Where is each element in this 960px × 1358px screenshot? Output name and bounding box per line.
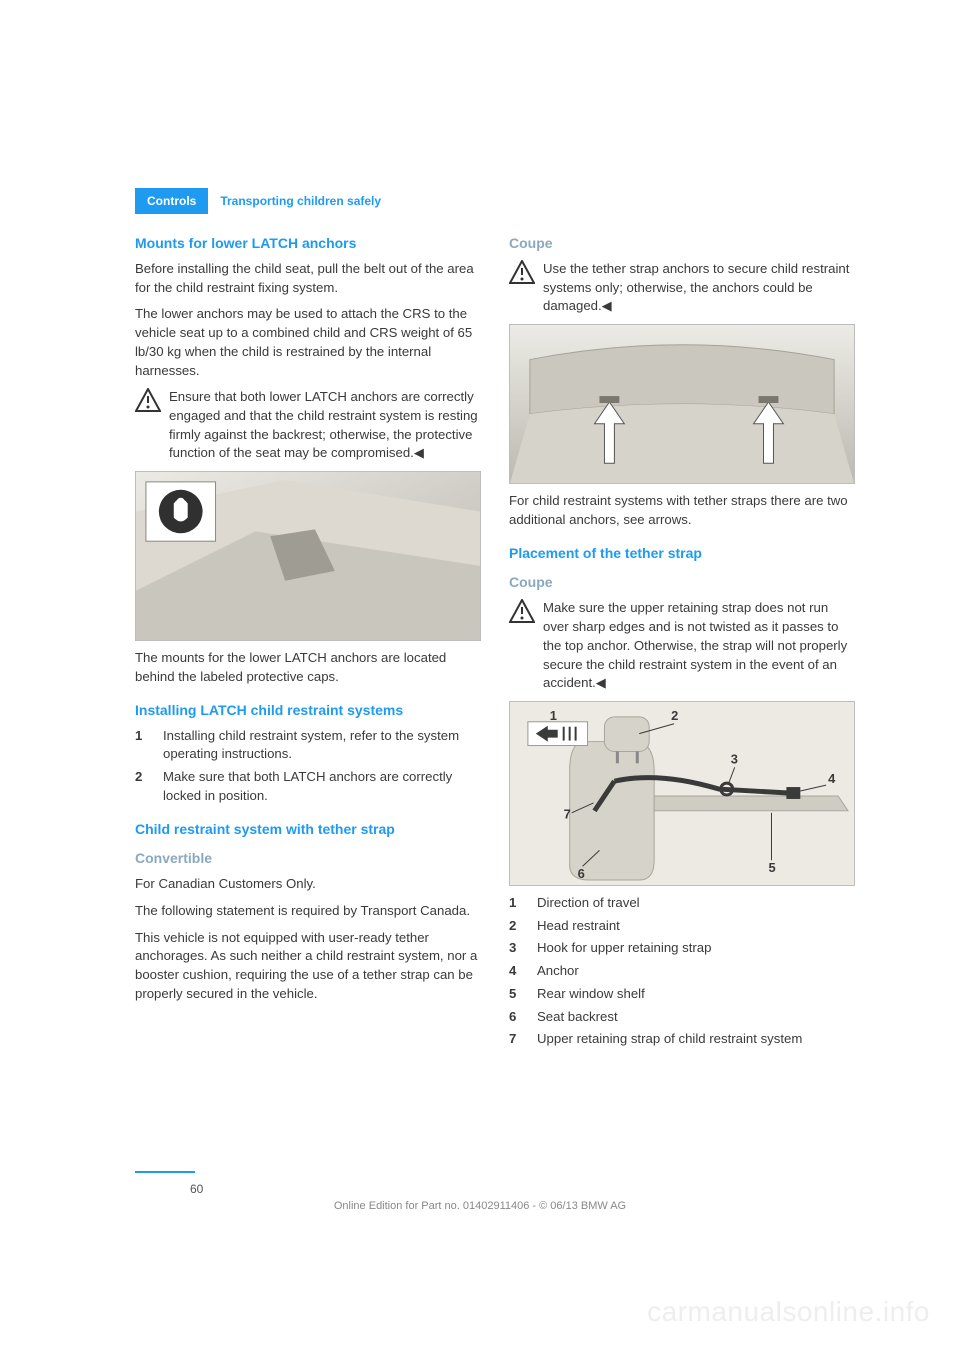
right-column: Coupe Use the tether strap anchors to se…: [509, 234, 855, 1053]
legend-text: Upper retaining strap of child restraint…: [537, 1030, 855, 1049]
legend-num: 6: [509, 1008, 523, 1027]
legend-text: Seat backrest: [537, 1008, 855, 1027]
legend-item: 3 Hook for upper retaining strap: [509, 939, 855, 958]
legend-text: Head restraint: [537, 917, 855, 936]
left-column: Mounts for lower LATCH anchors Before in…: [135, 234, 481, 1053]
legend-item: 4 Anchor: [509, 962, 855, 981]
svg-text:2: 2: [671, 708, 678, 723]
legend-text: Direction of travel: [537, 894, 855, 913]
page: Controls Transporting children safely Mo…: [0, 0, 960, 1358]
list-text: Installing child restraint system, refer…: [163, 727, 481, 764]
figure-tether-diagram: 1 2 3 4 5 6 7: [509, 701, 855, 886]
svg-text:7: 7: [564, 807, 571, 822]
legend-item: 2 Head restraint: [509, 917, 855, 936]
para: Before installing the child seat, pull t…: [135, 260, 481, 297]
warning-block: Make sure the upper retaining strap does…: [509, 599, 855, 693]
para: This vehicle is not equipped with user-r…: [135, 929, 481, 1004]
legend-num: 3: [509, 939, 523, 958]
watermark: carmanualsonline.info: [647, 1296, 930, 1328]
figure-coupe-anchors: [509, 324, 855, 484]
header-bar: Controls Transporting children safely: [135, 188, 393, 214]
warning-text: Use the tether strap anchors to secure c…: [543, 260, 855, 316]
para: The lower anchors may be used to attach …: [135, 305, 481, 380]
list-num: 2: [135, 768, 149, 805]
legend-text: Hook for upper retaining strap: [537, 939, 855, 958]
legend-num: 1: [509, 894, 523, 913]
content-columns: Mounts for lower LATCH anchors Before in…: [135, 234, 855, 1053]
para: For child restraint systems with tether …: [509, 492, 855, 529]
legend-item: 6 Seat backrest: [509, 1008, 855, 1027]
subheading-coupe: Coupe: [509, 234, 855, 254]
legend-text: Rear window shelf: [537, 985, 855, 1004]
header-breadcrumb: Transporting children safely: [208, 188, 393, 214]
legend-num: 7: [509, 1030, 523, 1049]
legend-item: 1 Direction of travel: [509, 894, 855, 913]
page-rule: [135, 1171, 195, 1173]
svg-text:6: 6: [578, 866, 585, 881]
header-tab-controls: Controls: [135, 188, 208, 214]
svg-text:3: 3: [731, 751, 738, 766]
subheading-coupe-2: Coupe: [509, 573, 855, 593]
svg-text:5: 5: [768, 860, 775, 875]
warning-text: Ensure that both lower LATCH anchors are…: [169, 388, 481, 463]
warning-text: Make sure the upper retaining strap does…: [543, 599, 855, 693]
list-item: 2 Make sure that both LATCH anchors are …: [135, 768, 481, 805]
warning-block: Use the tether strap anchors to secure c…: [509, 260, 855, 316]
svg-text:4: 4: [828, 771, 836, 786]
heading-mounts: Mounts for lower LATCH anchors: [135, 234, 481, 254]
subheading-convertible: Convertible: [135, 849, 481, 869]
svg-text:1: 1: [550, 708, 557, 723]
warning-icon: [509, 260, 535, 284]
heading-installing: Installing LATCH child restraint systems: [135, 701, 481, 721]
para: For Canadian Customers Only.: [135, 875, 481, 894]
heading-placement: Placement of the tether strap: [509, 544, 855, 564]
legend-num: 2: [509, 917, 523, 936]
list-item: 1 Installing child restraint system, ref…: [135, 727, 481, 764]
legend-text: Anchor: [537, 962, 855, 981]
warning-icon: [135, 388, 161, 412]
page-number: 60: [190, 1182, 203, 1196]
legend-item: 7 Upper retaining strap of child restrain…: [509, 1030, 855, 1049]
list-text: Make sure that both LATCH anchors are co…: [163, 768, 481, 805]
para: The mounts for the lower LATCH anchors a…: [135, 649, 481, 686]
legend-num: 4: [509, 962, 523, 981]
list-num: 1: [135, 727, 149, 764]
warning-icon: [509, 599, 535, 623]
heading-tether: Child restraint system with tether strap: [135, 820, 481, 840]
legend-num: 5: [509, 985, 523, 1004]
figure-latch-mounts: [135, 471, 481, 641]
para: The following statement is required by T…: [135, 902, 481, 921]
footer-text: Online Edition for Part no. 01402911406 …: [0, 1200, 960, 1212]
warning-block: Ensure that both lower LATCH anchors are…: [135, 388, 481, 463]
legend-item: 5 Rear window shelf: [509, 985, 855, 1004]
